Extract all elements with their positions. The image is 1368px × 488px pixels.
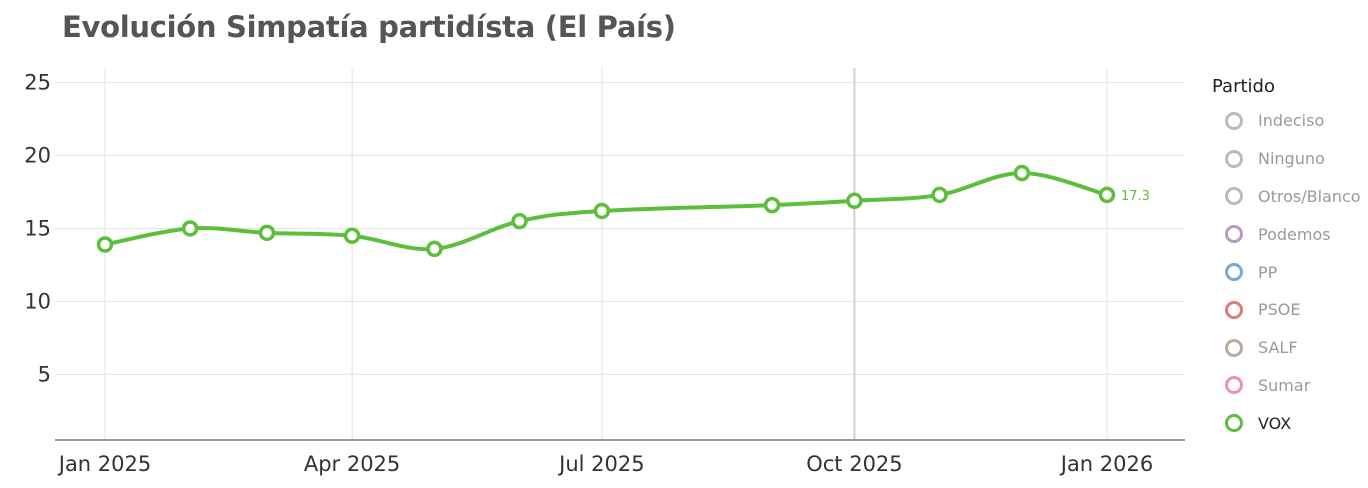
legend-item-pp[interactable]: PP [1212,253,1361,291]
grid-lines [55,68,1185,440]
legend-item-sumar[interactable]: Sumar [1212,367,1361,405]
legend-marker-icon [1225,149,1243,168]
legend-item-ninguno[interactable]: Ninguno [1212,140,1361,178]
legend-item-psoe[interactable]: PSOE [1212,291,1361,329]
legend-label: Podemos [1258,224,1331,244]
legend-item-otros-blanco[interactable]: Otros/Blanco [1212,178,1361,216]
data-point-2025-03-01[interactable] [258,224,276,242]
legend: Partido Indeciso Ninguno Otros/Blanco Podem… [1212,76,1361,442]
legend-label: Otros/Blanco [1258,186,1361,206]
data-point-2025-11-01[interactable] [931,186,948,204]
y-tick-label-5: 5 [38,362,51,386]
y-tick-label-10: 10 [24,289,51,313]
legend-item-salf[interactable]: SALF [1212,329,1361,367]
legend-marker-icon [1225,414,1243,433]
x-tick-label-3: Oct 2025 [806,452,902,476]
x-tick-label-2: Jul 2025 [557,452,644,476]
legend-marker-icon [1225,187,1243,206]
x-tick-label-1: Apr 2025 [304,452,400,476]
data-point-2025-04-01[interactable] [343,227,361,245]
legend-label: Ninguno [1258,149,1325,169]
legend-marker-icon [1225,225,1243,244]
legend-marker-icon [1225,263,1243,282]
x-tick-label-0: Jan 2025 [57,452,152,476]
y-tick-label-25: 25 [24,71,51,95]
y-tick-label-20: 20 [24,144,51,168]
legend-label: PSOE [1258,300,1301,320]
legend-item-indeciso[interactable]: Indeciso [1212,102,1361,140]
data-point-2025-07-01[interactable] [593,202,611,220]
legend-label: Sumar [1258,375,1311,395]
legend-label: Indeciso [1258,111,1325,131]
legend-title: Partido [1212,76,1275,97]
data-point-2025-01-01[interactable] [96,236,114,253]
legend-item-podemos[interactable]: Podemos [1212,215,1361,253]
data-point-2025-06-01[interactable] [511,212,528,230]
x-tick-label-4: Jan 2026 [1059,452,1154,476]
legend-label: VOX [1258,413,1292,433]
data-point-2026-01-01[interactable] [1098,186,1116,204]
legend-item-vox[interactable]: VOX [1212,404,1361,442]
legend-marker-icon [1225,376,1243,395]
end-value-label: 17.3 [1121,189,1150,204]
legend-label: SALF [1258,338,1298,358]
y-tick-label-15: 15 [24,216,51,240]
legend-marker-icon [1225,111,1243,130]
legend-marker-icon [1225,338,1243,357]
data-point-2025-10-01[interactable] [846,192,863,210]
chart-title: Evolución Simpatía partidísta (El País) [62,10,676,44]
data-point-2025-12-01[interactable] [1013,164,1031,182]
series-vox[interactable] [96,164,1116,258]
data-point-2025-02-01[interactable] [181,220,199,237]
data-point-2025-05-01[interactable] [426,240,443,258]
legend-label: PP [1258,262,1278,282]
legend-marker-icon [1225,300,1243,319]
data-point-2025-09-01[interactable] [763,196,781,214]
tick-labels: 5 10 15 20 25 Jan 2025 Apr 2025 Jul 2025 Oct 202… [24,71,1153,476]
